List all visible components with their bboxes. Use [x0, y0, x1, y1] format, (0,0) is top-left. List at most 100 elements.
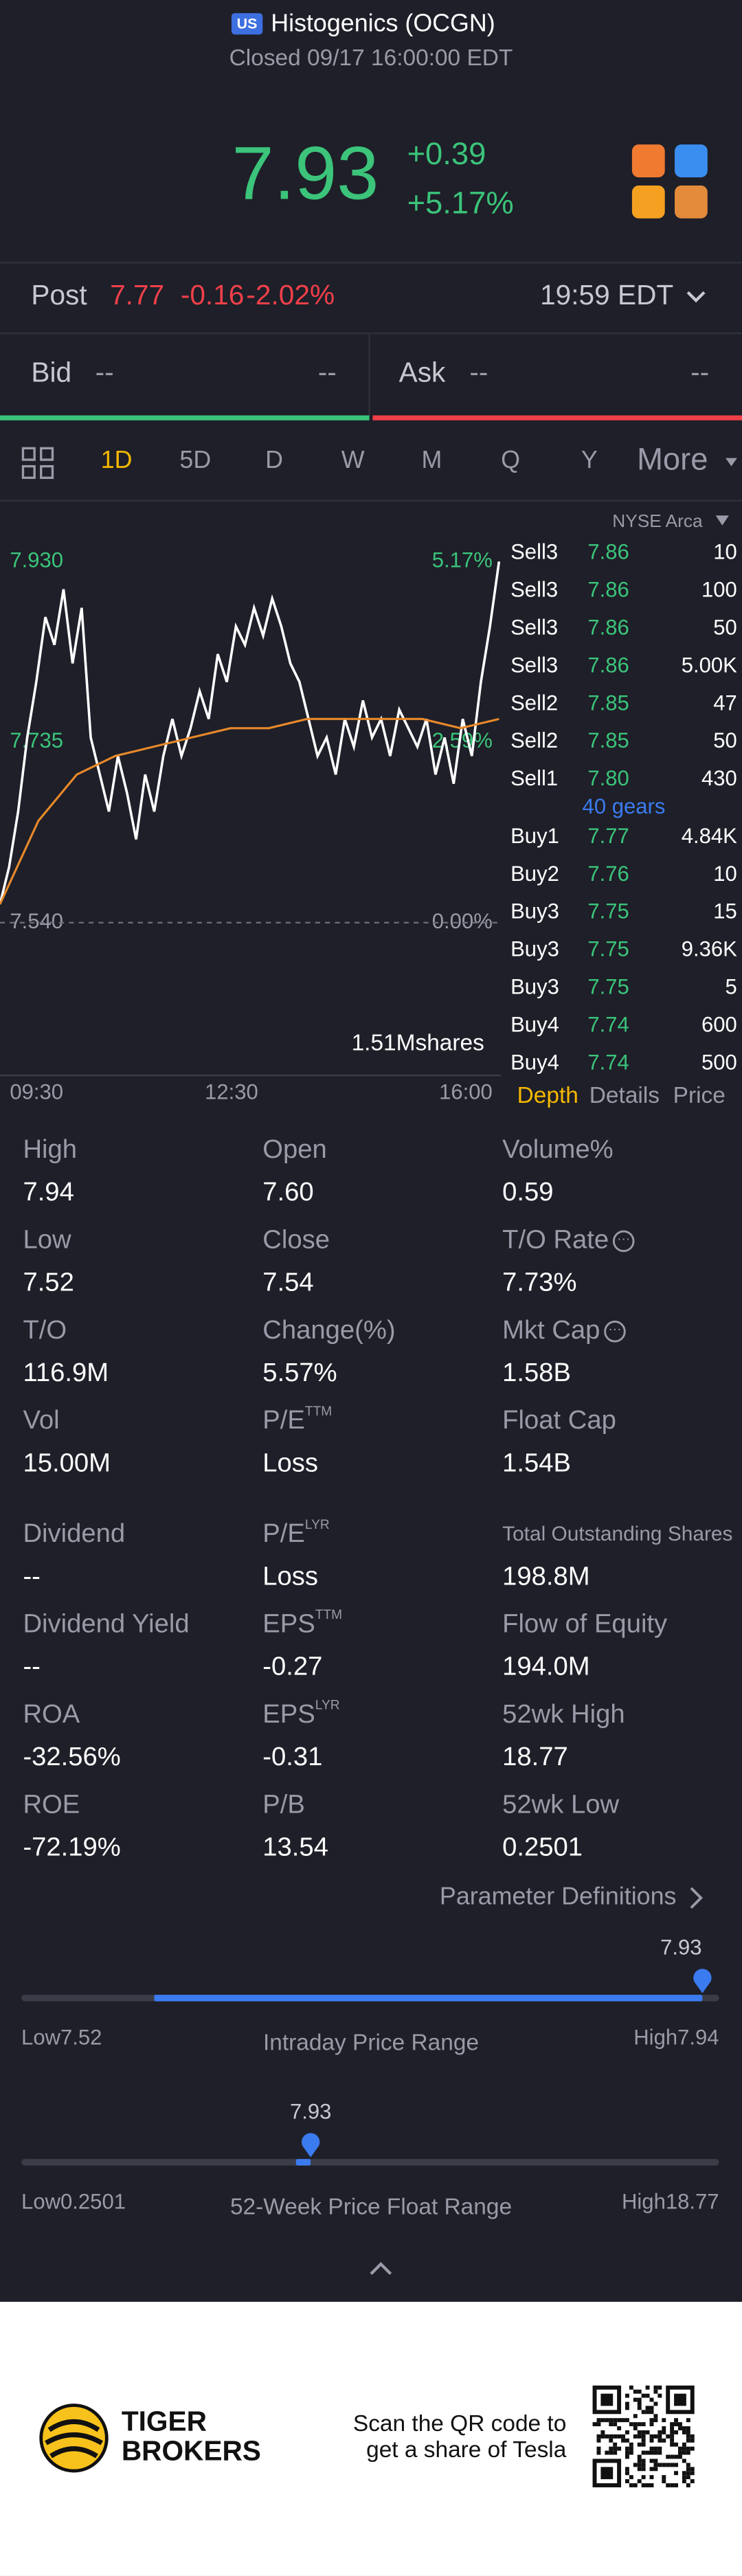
qr-cell	[674, 2422, 679, 2427]
stat-value: --	[23, 1652, 40, 1681]
footer	[0, 2301, 742, 2576]
qr-cell	[649, 2467, 654, 2472]
qr-cell	[633, 2389, 638, 2394]
stat-label: ROE	[23, 1789, 80, 1819]
book-qty: 15	[713, 899, 737, 923]
definitions[interactable]: Parameter Definitions	[440, 1883, 677, 1910]
change-pct: +5.17%	[407, 186, 514, 221]
series-line	[0, 561, 501, 905]
qr-cell	[674, 2442, 679, 2447]
qr-cell	[649, 2450, 654, 2455]
qr-cell	[596, 2450, 601, 2455]
period-tab[interactable]: W	[341, 446, 365, 473]
period-tab[interactable]: D	[265, 446, 283, 473]
qr-cell	[637, 2442, 642, 2447]
exchange-arrow[interactable]	[715, 515, 729, 526]
more-arrow[interactable]	[726, 458, 737, 467]
chevron[interactable]	[686, 291, 706, 303]
stat-value: -32.56%	[23, 1742, 120, 1771]
qr-cell	[609, 2418, 614, 2423]
qr-cell	[666, 2463, 671, 2467]
range-high: High18.77	[622, 2190, 719, 2214]
qr-cell	[657, 2463, 662, 2467]
stat-value: 7.52	[23, 1268, 74, 1297]
period-tab[interactable]: More	[637, 441, 708, 476]
qr-cell	[625, 2406, 629, 2410]
qr-cell	[633, 2397, 638, 2402]
range-high-value: 7.94	[677, 2026, 719, 2050]
qr-cell	[605, 2434, 609, 2439]
qr-cell	[690, 2467, 695, 2472]
qr-cell	[682, 2479, 686, 2484]
stat-value: --	[23, 1561, 40, 1591]
stat-label-text: High	[23, 1134, 77, 1164]
qr-cell	[682, 2430, 686, 2434]
stat-label-text: Change(%)	[262, 1315, 395, 1345]
period-tab[interactable]: 1D	[101, 446, 133, 473]
stat-label: EPSTTM	[262, 1608, 342, 1638]
qr-cell	[670, 2463, 675, 2467]
stat-label-text: Dividend Yield	[23, 1609, 189, 1639]
range-pin	[693, 1969, 712, 1993]
ask-bar	[372, 415, 742, 421]
qr-cell	[641, 2393, 646, 2398]
qr-cell	[637, 2401, 642, 2406]
qr-cell	[649, 2459, 654, 2463]
range-low: Low7.52	[21, 2026, 102, 2050]
book-tab[interactable]: Price	[673, 1083, 726, 1108]
status: Closed 09/17 16:00:00 EDT	[229, 45, 513, 71]
book-price: 7.74	[587, 1013, 629, 1037]
qr-cell	[625, 2467, 629, 2472]
qr-cell	[670, 2483, 675, 2487]
book-tab[interactable]: Depth	[517, 1083, 578, 1108]
qr-cell	[649, 2446, 654, 2451]
chevron[interactable]	[690, 1887, 703, 1909]
stat-label-sup: TTM	[305, 1404, 332, 1419]
icon[interactable]	[675, 144, 708, 178]
qr-cell	[633, 2434, 638, 2439]
qr-cell	[657, 2434, 662, 2439]
qr-finder	[666, 2385, 695, 2415]
qr-cell	[686, 2471, 690, 2476]
stat-label: High	[23, 1134, 77, 1164]
volume-label: 1.51Mshares	[352, 1031, 484, 1056]
book-qty: 100	[701, 577, 737, 601]
period-tab[interactable]: Q	[501, 446, 520, 473]
stat-label-text: T/O	[23, 1315, 67, 1345]
book-qty: 430	[701, 766, 737, 790]
stat-value: Loss	[262, 1561, 318, 1591]
qr-cell	[625, 2438, 629, 2443]
qr-cell	[629, 2450, 633, 2455]
qr-cell	[682, 2426, 686, 2430]
qr-cell	[686, 2446, 690, 2451]
qr-cell	[605, 2418, 609, 2423]
qr-cell	[609, 2434, 614, 2439]
post-time: 19:59 EDT	[540, 279, 673, 311]
period-tab[interactable]: 5D	[179, 446, 211, 473]
qr-cell	[662, 2426, 666, 2430]
x-tick-label: 12:30	[205, 1080, 258, 1104]
icon[interactable]	[631, 186, 665, 219]
book-name: Sell2	[510, 728, 558, 752]
qr-cell	[613, 2446, 618, 2451]
qr-cell	[653, 2434, 658, 2439]
qr-cell	[609, 2438, 614, 2443]
stat-label: Change(%)	[262, 1315, 395, 1345]
icon[interactable]	[631, 144, 665, 178]
stat-label: Float Cap	[502, 1405, 616, 1435]
period-tab[interactable]: M	[421, 446, 442, 473]
stock-name: Histogenics (OCGN)	[271, 9, 495, 36]
collapse[interactable]	[370, 2261, 392, 2275]
qr-cell	[617, 2426, 622, 2430]
qr-cell	[686, 2450, 690, 2455]
stat-label: Vol	[23, 1405, 59, 1435]
info-circle	[612, 1230, 635, 1253]
qr-cell	[645, 2406, 650, 2410]
grid-icon[interactable]	[21, 447, 54, 480]
book-tab[interactable]: Details	[589, 1083, 660, 1108]
book-qty: 5.00K	[682, 653, 737, 677]
icon[interactable]	[675, 186, 708, 219]
qr-cell	[682, 2442, 686, 2447]
period-tab[interactable]: Y	[581, 446, 598, 473]
